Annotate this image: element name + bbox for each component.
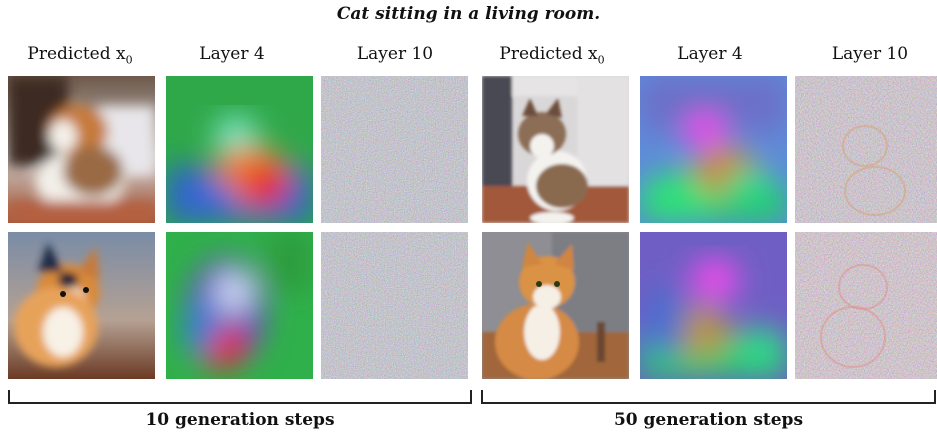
column-label-predicted-x0-50: Predicted x0 <box>499 44 605 67</box>
layer10-noise-map-10-steps-row1 <box>321 76 468 223</box>
figure-title: Cat sitting in a living room. <box>336 4 601 24</box>
bracket-10-steps <box>8 390 472 404</box>
predicted-x0-image-10-steps-row1 <box>8 76 155 223</box>
layer4-feature-map-10-steps-row2 <box>166 232 313 379</box>
layer4-feature-map-10-steps-row1 <box>166 76 313 223</box>
predicted-x0-image-10-steps-row2 <box>8 232 155 379</box>
predicted-x0-image-50-steps-row1 <box>482 76 629 223</box>
layer4-feature-map-50-steps-row2 <box>640 232 787 379</box>
layer4-feature-map-50-steps-row1 <box>640 76 787 223</box>
layer10-noise-map-50-steps-row1 <box>795 76 937 223</box>
column-label-layer4-10: Layer 4 <box>199 44 265 64</box>
layer10-noise-map-10-steps-row2 <box>321 232 468 379</box>
column-label-predicted-x0-10: Predicted x0 <box>27 44 133 67</box>
group-label-50-steps: 50 generation steps <box>613 410 804 430</box>
column-label-layer4-50: Layer 4 <box>677 44 743 64</box>
column-label-layer10-10: Layer 10 <box>356 44 434 64</box>
layer10-noise-map-50-steps-row2 <box>795 232 937 379</box>
group-label-10-steps: 10 generation steps <box>145 410 335 430</box>
column-label-layer10-50: Layer 10 <box>831 44 909 64</box>
bracket-50-steps <box>481 390 936 404</box>
predicted-x0-image-50-steps-row2 <box>482 232 629 379</box>
